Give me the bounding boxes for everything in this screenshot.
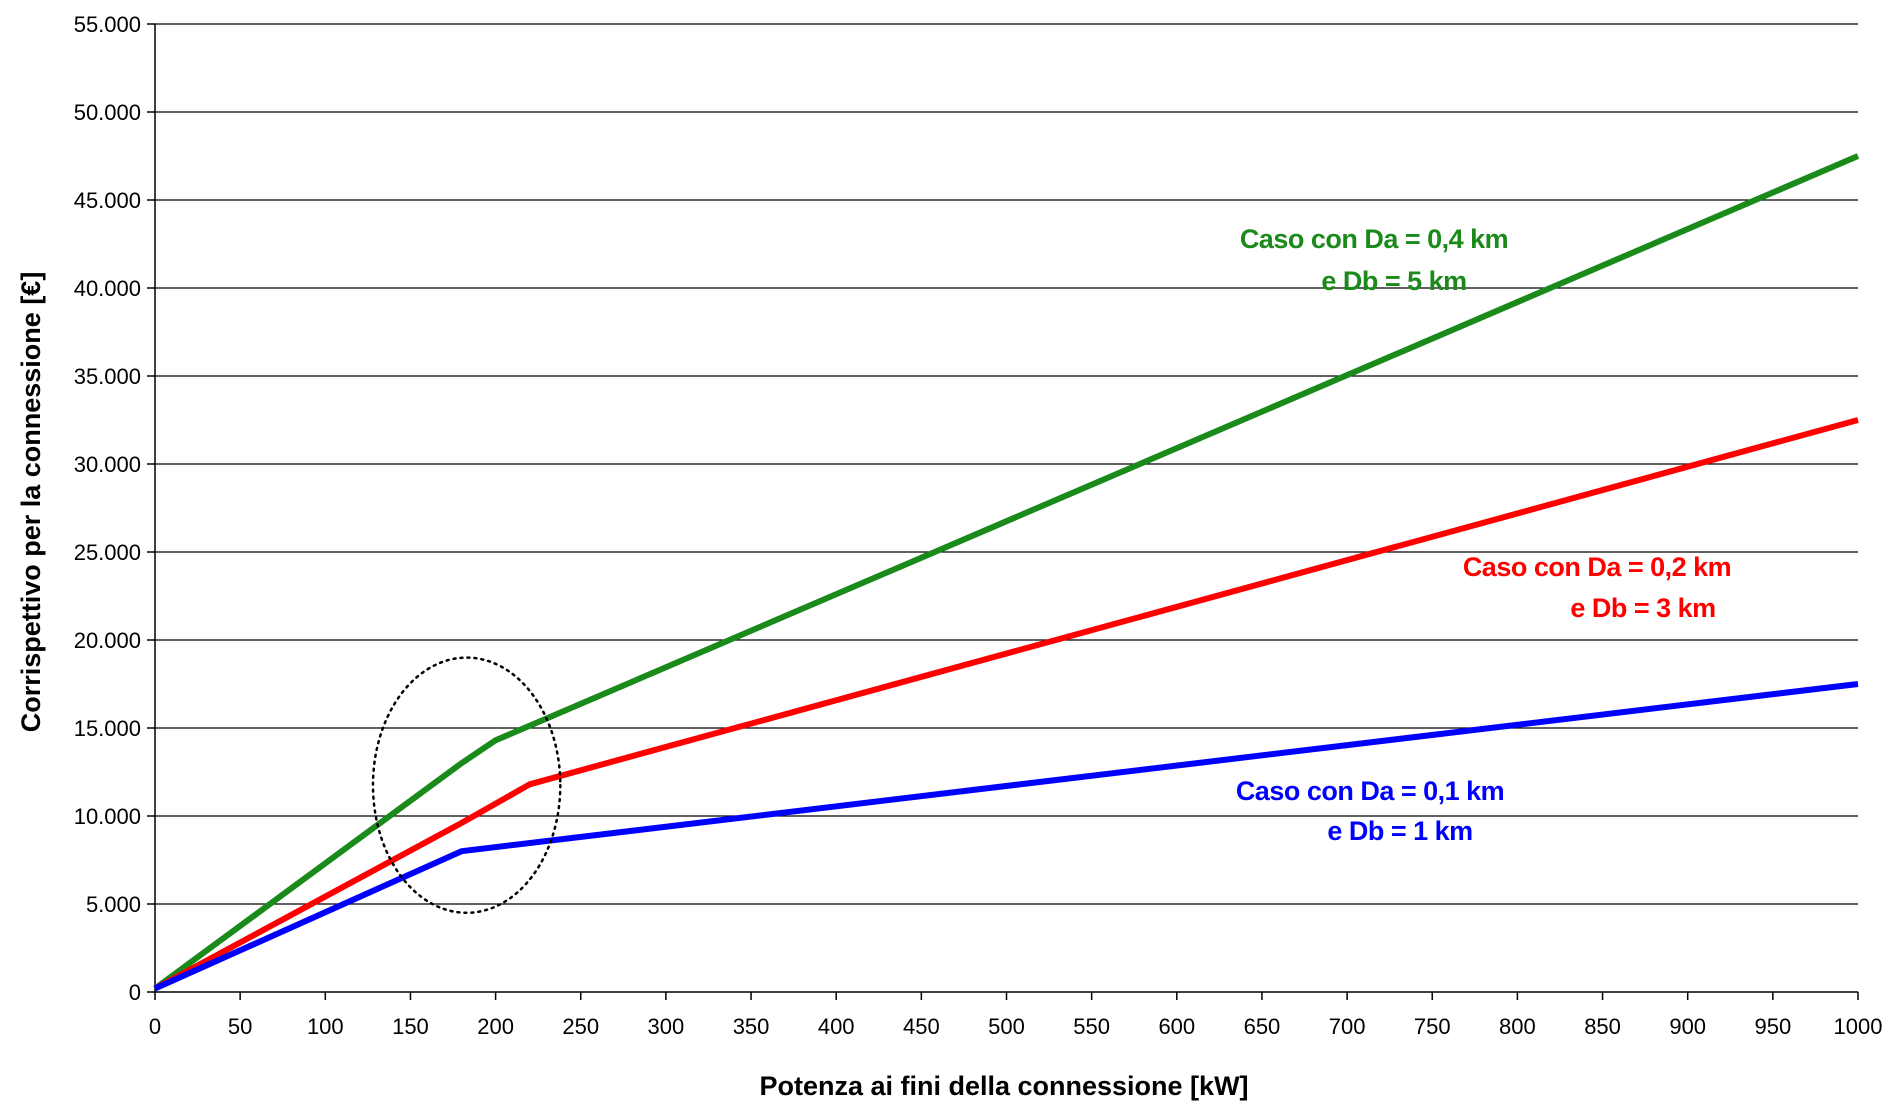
y-tick-label: 35.000 [74, 364, 141, 389]
series-line-3 [153, 681, 1859, 992]
y-axis-title: Corrispettivo per la connessione [€] [16, 272, 46, 733]
annotations [371, 656, 562, 915]
series-line-2 [153, 417, 1859, 992]
y-tick-label: 30.000 [74, 452, 141, 477]
y-axis: 0 5.000 10.000 15.000 20.000 25.000 30.000 35.0… [74, 12, 156, 1005]
series-label-2-line-1: Caso con Da = 0,2 km [1463, 552, 1731, 582]
x-tick-label: 750 [1414, 1014, 1451, 1039]
y-tick-label: 55.000 [74, 12, 141, 37]
x-tick-label: 900 [1669, 1014, 1706, 1039]
x-tick-label: 50 [228, 1014, 252, 1039]
x-tick-label: 550 [1073, 1014, 1110, 1039]
x-tick-label: 250 [562, 1014, 599, 1039]
series-label-1-line-2: e Db = 5 km [1321, 266, 1466, 296]
y-tick-label: 0 [129, 980, 141, 1005]
series-label-1-line-1: Caso con Da = 0,4 km [1240, 224, 1508, 254]
x-tick-label: 500 [988, 1014, 1025, 1039]
series-line-1 [153, 153, 1860, 991]
y-tick-label: 15.000 [74, 716, 141, 741]
y-tick-label: 20.000 [74, 628, 141, 653]
x-tick-label: 700 [1329, 1014, 1366, 1039]
x-tick-label: 0 [149, 1014, 161, 1039]
x-tick-label: 650 [1244, 1014, 1281, 1039]
y-tick-label: 10.000 [74, 804, 141, 829]
series-label-2-line-2: e Db = 3 km [1570, 593, 1715, 623]
x-tick-label: 150 [392, 1014, 429, 1039]
x-tick-label: 100 [307, 1014, 344, 1039]
x-tick-label: 800 [1499, 1014, 1536, 1039]
series-label-3-line-1: Caso con Da = 0,1 km [1236, 776, 1504, 806]
x-tick-label: 350 [733, 1014, 770, 1039]
x-tick-label: 600 [1158, 1014, 1195, 1039]
grid-lines [155, 23, 1858, 905]
x-axis-title: Potenza ai fini della connessione [kW] [759, 1071, 1248, 1101]
x-tick-label: 450 [903, 1014, 940, 1039]
x-tick-label: 1000 [1834, 1014, 1883, 1039]
series-label-3-line-2: e Db = 1 km [1327, 816, 1472, 846]
x-tick-label: 850 [1584, 1014, 1621, 1039]
series-labels: Caso con Da = 0,4 km e Db = 5 km Caso con … [1236, 224, 1732, 846]
y-tick-label: 50.000 [74, 100, 141, 125]
dotted-ellipse-annotation [371, 656, 562, 915]
x-tick-label: 400 [818, 1014, 855, 1039]
y-tick-label: 5.000 [86, 892, 141, 917]
y-tick-label: 40.000 [74, 276, 141, 301]
x-axis: 0 50 100 150 200 250 300 350 400 450 500 550 600 650 7… [149, 991, 1883, 1039]
y-tick-label: 45.000 [74, 188, 141, 213]
x-tick-label: 200 [477, 1014, 514, 1039]
series-lines [153, 153, 1860, 992]
x-tick-label: 300 [648, 1014, 685, 1039]
y-tick-label: 25.000 [74, 540, 141, 565]
x-tick-label: 950 [1754, 1014, 1791, 1039]
